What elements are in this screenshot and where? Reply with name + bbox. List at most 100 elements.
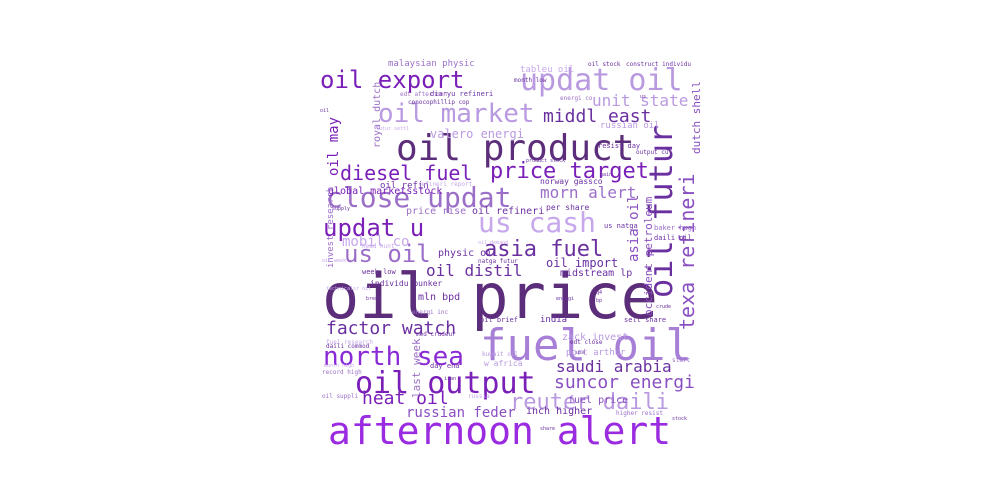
word: middl east xyxy=(543,106,651,127)
word: kuwait oil xyxy=(482,351,519,358)
word: bp xyxy=(596,298,602,304)
word: norway gassco xyxy=(540,177,603,186)
word: port arthur xyxy=(566,348,626,358)
word: us oil xyxy=(344,240,431,268)
word: month low xyxy=(514,77,547,84)
word: factor watch xyxy=(326,318,456,339)
word: mln bpd xyxy=(418,292,460,303)
word: tableu oil xyxy=(520,65,574,75)
word: heat oil xyxy=(362,388,449,409)
word: reuter daili xyxy=(510,390,669,415)
word: price target xyxy=(490,159,649,184)
word: last week xyxy=(410,338,423,398)
word: futur settl xyxy=(376,126,409,132)
word: royal dutch xyxy=(372,82,383,148)
word: invest research xyxy=(326,187,336,268)
word: oil week xyxy=(322,258,346,264)
word: russian oil xyxy=(600,121,660,131)
word: dutch shell xyxy=(690,81,703,154)
word: baker hugh xyxy=(654,224,696,232)
word: oil xyxy=(320,108,329,114)
word: conocophillip cop xyxy=(408,99,470,106)
word: edt close xyxy=(570,339,603,346)
word: fuel research xyxy=(326,339,373,346)
word: brent xyxy=(366,296,381,302)
word: midstream lp xyxy=(560,268,632,279)
word: morn alert xyxy=(540,183,636,202)
word: oil price xyxy=(322,260,658,333)
word-group-large: oil price fuel oil afternoon alert oil p… xyxy=(320,63,695,453)
word: global marketsstock xyxy=(328,186,442,197)
word: week low xyxy=(362,268,397,276)
word: oil may xyxy=(326,117,342,176)
word: us cash xyxy=(478,206,596,239)
word: india xyxy=(540,315,567,325)
word: higher resist xyxy=(616,410,663,417)
word: product stock xyxy=(526,158,565,164)
word: inch higher xyxy=(526,406,592,417)
word: saudi arabia xyxy=(556,357,672,376)
word: zack invest xyxy=(562,332,628,343)
word: natga futur xyxy=(478,258,518,265)
word: use xyxy=(576,350,585,356)
word: output cut xyxy=(636,149,673,156)
word: day ena xyxy=(430,362,460,370)
word: oil refin xyxy=(380,181,429,191)
word-group-small: valero energi global marketsstock oil re… xyxy=(320,59,696,432)
word: oil output xyxy=(355,366,536,401)
word: technicalsr oil xyxy=(326,286,371,292)
word: afternoon alert xyxy=(328,409,671,453)
word: month high xyxy=(324,363,354,369)
word: updat u xyxy=(323,214,424,242)
word: oil brief xyxy=(480,316,518,324)
word: construct individu xyxy=(626,61,691,68)
word: north sea xyxy=(323,342,464,372)
word: unit state xyxy=(592,91,688,110)
word: oil demand xyxy=(478,240,508,246)
word: updat oil xyxy=(520,63,683,98)
word: mobil co xyxy=(342,234,409,250)
word: crude xyxy=(656,304,671,310)
word: fuel oil xyxy=(480,320,692,371)
word: oil distil xyxy=(426,261,522,280)
word: record high xyxy=(322,369,362,376)
word: head hunt xyxy=(362,243,395,250)
word: close updat xyxy=(326,181,511,214)
word: malaysian physic xyxy=(388,59,475,69)
word: stock xyxy=(672,416,687,422)
word: diaryu refineri xyxy=(430,90,493,98)
word: per share xyxy=(546,203,590,212)
word: daili oil xyxy=(654,234,692,242)
word: med crudeur xyxy=(416,331,456,338)
word: resist day xyxy=(598,142,640,150)
word: oil export xyxy=(320,66,465,94)
word: suncor energi xyxy=(554,372,695,393)
word: gain xyxy=(600,172,612,178)
word: q4 xyxy=(596,290,602,296)
word: russian feder xyxy=(406,405,516,421)
word: valero energi xyxy=(430,127,524,141)
word: edt afternoon xyxy=(400,91,447,98)
word: supply xyxy=(332,206,350,212)
word: fuel price xyxy=(568,395,628,406)
word: energi inc xyxy=(412,309,449,316)
word: energi co xyxy=(560,95,593,102)
word: iran xyxy=(444,376,456,382)
word: refineri report xyxy=(418,181,473,188)
word: us xyxy=(640,94,646,100)
word: physic oil xyxy=(438,248,498,259)
word: oil suppli xyxy=(322,393,359,400)
word-group-vertical: oil futur texa refineri oil may asia oil… xyxy=(326,81,703,398)
word: occident petroleum xyxy=(642,196,655,316)
word: individu bunker xyxy=(370,279,442,288)
word: price rise xyxy=(406,206,466,217)
word: energi xyxy=(556,296,574,302)
word: us natga xyxy=(604,222,638,230)
word: asia oil xyxy=(626,195,642,262)
word: daili commod xyxy=(326,343,370,350)
word: diesel fuel xyxy=(340,161,472,185)
word: oil refineri xyxy=(472,206,544,217)
word: oil futur xyxy=(642,125,680,298)
word: oil import xyxy=(546,256,618,270)
